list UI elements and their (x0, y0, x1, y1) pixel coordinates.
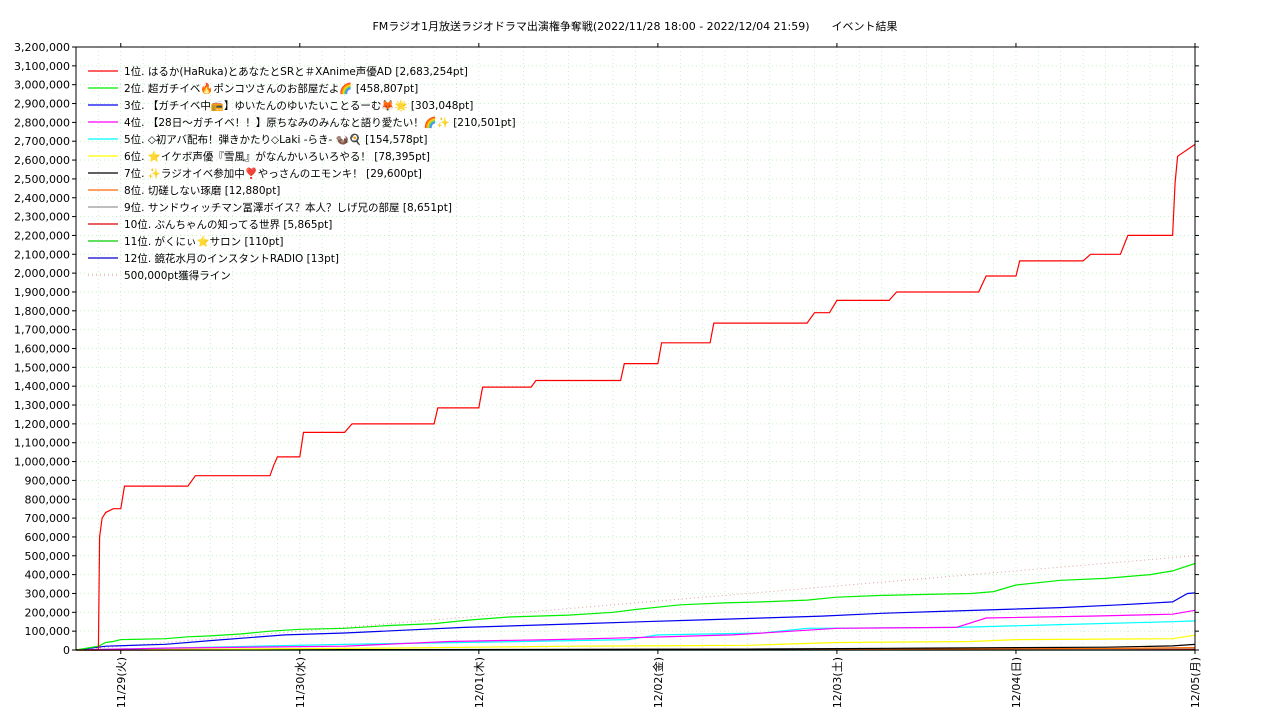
x-tick-label: 12/01(木) (473, 657, 486, 708)
y-axis: 0 100,000 200,000 300,000 400,000 500,000 600,… (14, 41, 1199, 657)
y-tick-label: 2,000,000 (14, 267, 70, 280)
y-tick-label: 3,000,000 (14, 79, 70, 92)
y-tick-label: 100,000 (25, 625, 71, 638)
y-tick-label: 300,000 (25, 587, 71, 600)
x-tick-label: 12/04(日) (1010, 657, 1023, 708)
x-tick-label: 12/03(土) (831, 657, 844, 708)
legend-entry: 2位. 超ガチイベ🔥ポンコツさんのお部屋だよ🌈 [458,807pt] (124, 82, 418, 95)
y-tick-label: 2,500,000 (14, 173, 70, 186)
legend-entry: 8位. 切磋しない琢磨 [12,880pt] (124, 184, 280, 197)
y-tick-label: 2,700,000 (14, 135, 70, 148)
y-tick-label: 1,800,000 (14, 305, 70, 318)
y-tick-label: 1,000,000 (14, 456, 70, 469)
y-tick-label: 1,100,000 (14, 437, 70, 450)
legend-entry: 500,000pt獲得ライン (124, 269, 231, 282)
y-tick-label: 700,000 (25, 512, 71, 525)
y-tick-label: 900,000 (25, 474, 71, 487)
series-line-2 (75, 562, 1196, 651)
y-tick-label: 2,300,000 (14, 211, 70, 224)
y-tick-label: 3,100,000 (14, 60, 70, 73)
y-tick-label: 1,900,000 (14, 286, 70, 299)
y-tick-label: 2,900,000 (14, 98, 70, 111)
legend-entry: 5位. ◇初アバ配布！弾きかたり◇Laki -らき- 🦦🍳 [154,578pt… (124, 133, 428, 146)
y-tick-label: 3,200,000 (14, 41, 70, 54)
legend-entry: 1位. はるか(HaRuka)とあなたとSRと＃XAnime声優AD [2,68… (124, 65, 468, 78)
y-tick-label: 1,400,000 (14, 380, 70, 393)
series-line-4 (75, 609, 1196, 651)
y-tick-label: 2,100,000 (14, 248, 70, 261)
series-line-1 (76, 143, 1196, 651)
y-tick-label: 2,600,000 (14, 154, 70, 167)
x-axis: 11/29(火) 11/30(水) 12/01(木) 12/02(金) 12/03(土)… (115, 43, 1202, 708)
y-tick-label: 400,000 (25, 569, 71, 582)
series-line-3 (75, 592, 1196, 651)
legend-entry: 3位. 【ガチイベ中📻】ゆいたんのゆいたいことるーむ🦊🌟 [303,048pt] (124, 99, 473, 112)
y-tick-label: 800,000 (25, 493, 71, 506)
y-tick-label: 0 (63, 644, 70, 657)
y-tick-label: 500,000 (25, 550, 71, 563)
legend-entry: 6位. ⭐イケボ声優『雪風』がなんかいろいろやる！ [78,395pt] (124, 150, 430, 163)
x-tick-label: 11/29(火) (115, 657, 128, 708)
chart-title: FMラジオ1月放送ラジオドラマ出演権争奪戦(2022/11/28 18:00 -… (372, 19, 897, 33)
legend-entry: 10位. ぶんちゃんの知ってる世界 [5,865pt] (124, 218, 332, 231)
y-tick-label: 600,000 (25, 531, 71, 544)
x-tick-label: 12/02(金) (651, 657, 665, 708)
series-line-6 (75, 634, 1196, 651)
legend-entry: 7位. ✨ラジオイベ参加中❣️やっさんのエモンキ！ [29,600pt] (124, 167, 422, 180)
y-tick-label: 2,800,000 (14, 116, 70, 129)
y-tick-label: 2,200,000 (14, 229, 70, 242)
series-line-5 (75, 620, 1196, 651)
y-tick-label: 2,400,000 (14, 192, 70, 205)
legend-entry: 9位. サンドウィッチマン冨澤ボイス？本人？しげ兄の部屋 [8,651pt] (124, 201, 452, 214)
legend-entry: 12位. 鏡花水月のインスタントRADIO [13pt] (124, 252, 339, 265)
y-tick-label: 1,500,000 (14, 361, 70, 374)
legend: 1位. はるか(HaRuka)とあなたとSRと＃XAnime声優AD [2,68… (88, 65, 516, 282)
legend-entry: 11位. がくにぃ⭐サロン [110pt] (124, 235, 283, 248)
x-tick-label: 12/05(月) (1189, 657, 1202, 708)
y-tick-label: 1,200,000 (14, 418, 70, 431)
x-tick-label: 11/30(水) (294, 657, 307, 708)
y-tick-label: 200,000 (25, 606, 71, 619)
y-tick-label: 1,600,000 (14, 343, 70, 356)
legend-entry: 4位. 【28日〜ガチイベ！！】原ちなみのみんなと語り愛たい！🌈✨ [210,5… (124, 116, 516, 129)
grid (76, 47, 1195, 650)
y-tick-label: 1,700,000 (14, 324, 70, 337)
y-tick-label: 1,300,000 (14, 399, 70, 412)
